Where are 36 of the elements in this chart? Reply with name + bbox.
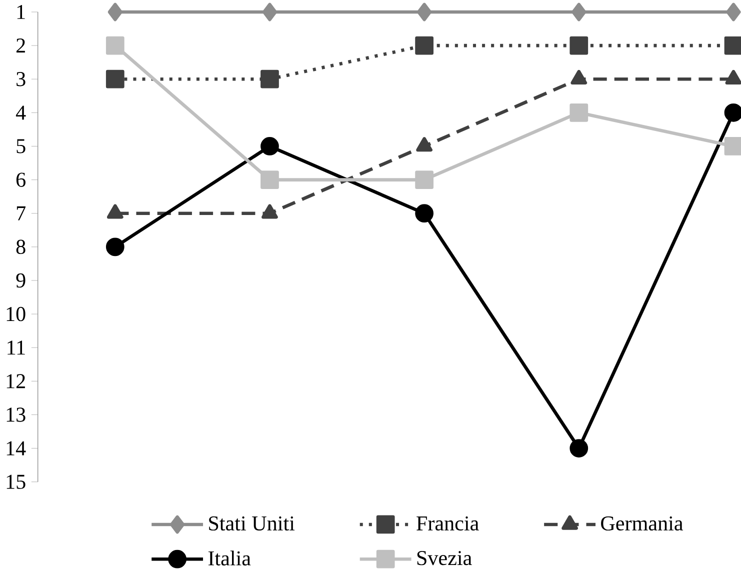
y-tick-label: 2: [16, 38, 25, 53]
legend-label: Francia: [416, 516, 479, 531]
point: [106, 238, 124, 256]
y-tick-label: 4: [16, 106, 26, 120]
legend-label: Italia: [208, 550, 251, 566]
point: [106, 36, 124, 55]
point: [260, 170, 279, 190]
y-tick-label: 6: [16, 172, 26, 188]
y-tick-label: 13: [6, 408, 26, 422]
y-tick-label: 11: [8, 340, 25, 355]
legend-label: Germania: [601, 516, 684, 531]
y-tick-label: 14: [6, 442, 26, 456]
point: [108, 3, 122, 22]
point: [417, 3, 432, 22]
point: [572, 3, 586, 22]
point: [570, 36, 588, 55]
point: [262, 3, 278, 22]
y-tick-label: 1: [17, 5, 25, 20]
point: [570, 104, 588, 122]
legend-label: Stati Uniti: [209, 516, 295, 531]
y-tick-label: 8: [16, 240, 26, 254]
point: [260, 137, 279, 156]
point: [260, 70, 279, 89]
y-tick-label: 10: [6, 307, 26, 322]
y-tick-label: 7: [16, 206, 26, 220]
point: [415, 170, 434, 190]
y-tick-label: 12: [6, 374, 25, 388]
y-tick-label: 15: [6, 474, 26, 490]
point: [415, 36, 434, 55]
y-tick-label: 5: [16, 139, 26, 154]
point: [106, 70, 124, 89]
y-tick-label: 3: [16, 72, 26, 86]
point: [570, 439, 588, 458]
legend-label: Svezia: [417, 551, 472, 566]
point: [415, 204, 434, 223]
y-tick-label: 9: [16, 274, 26, 288]
